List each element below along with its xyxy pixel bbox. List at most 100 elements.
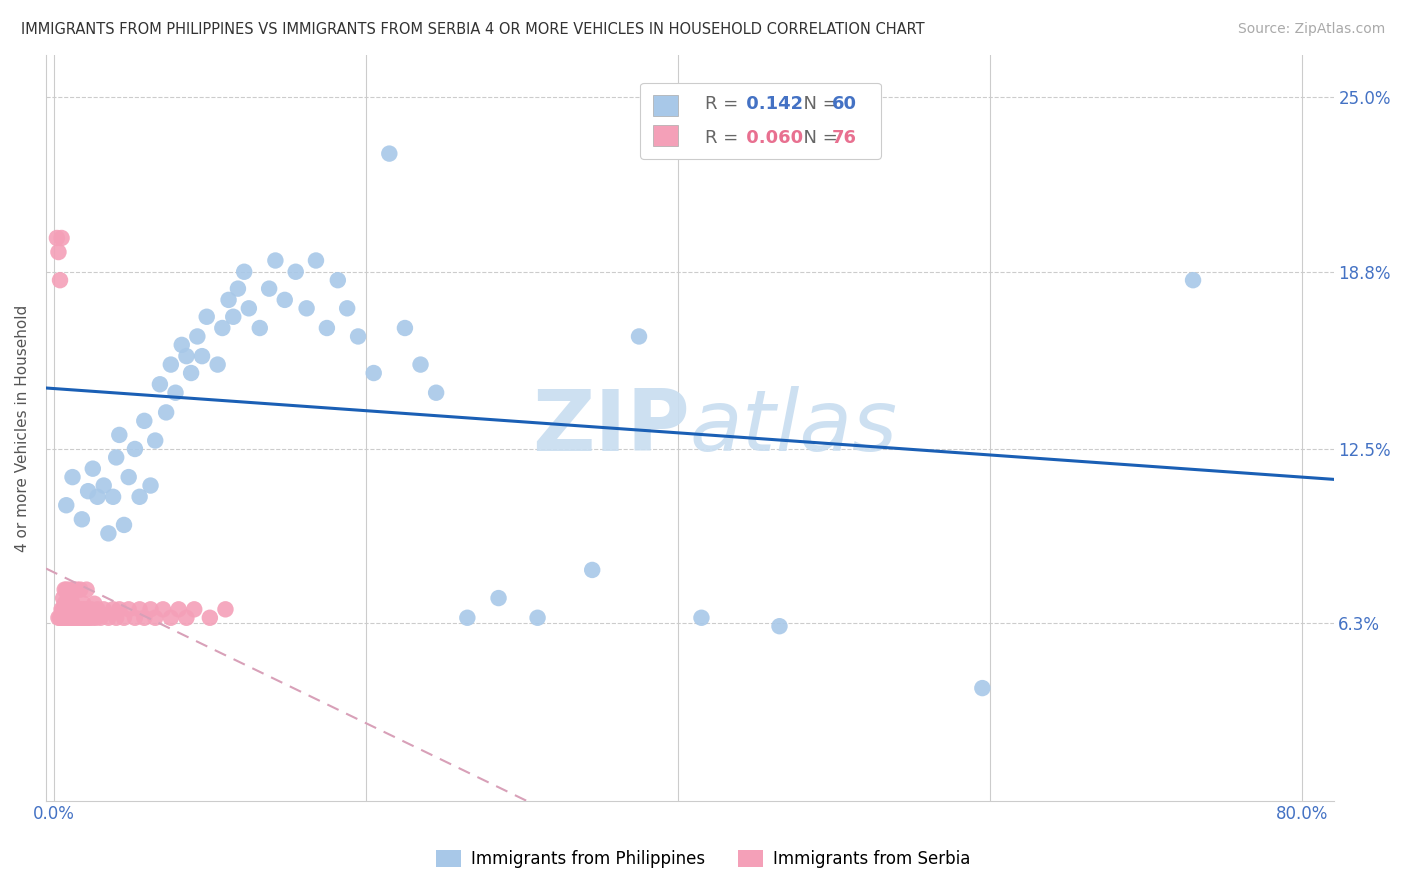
Point	[176, 611, 198, 625]
Point	[108, 428, 131, 442]
Point	[58, 602, 80, 616]
Point	[72, 611, 94, 625]
Point	[77, 611, 100, 625]
Point	[347, 329, 370, 343]
Point	[233, 265, 256, 279]
Point	[79, 611, 101, 625]
Point	[326, 273, 349, 287]
Point	[526, 611, 548, 625]
Point	[152, 602, 174, 616]
Point	[73, 611, 96, 625]
Point	[56, 611, 79, 625]
Text: N =: N =	[793, 95, 844, 113]
Text: 76: 76	[832, 128, 856, 146]
Point	[167, 602, 190, 616]
Point	[70, 512, 93, 526]
Point	[238, 301, 260, 316]
Point	[768, 619, 790, 633]
Point	[112, 517, 135, 532]
Point	[295, 301, 318, 316]
Point	[690, 611, 713, 625]
Point	[170, 338, 193, 352]
Point	[70, 602, 93, 616]
Point	[274, 293, 297, 307]
Point	[55, 498, 77, 512]
Point	[63, 602, 86, 616]
Point	[59, 591, 82, 605]
Point	[363, 366, 385, 380]
Point	[128, 490, 150, 504]
Point	[49, 611, 72, 625]
Point	[155, 405, 177, 419]
Point	[264, 253, 287, 268]
Legend: R =  0.142   N = 60, R =  0.060   N = 76: R = 0.142 N = 60, R = 0.060 N = 76	[640, 83, 882, 159]
Point	[488, 591, 510, 605]
Point	[82, 611, 104, 625]
Point	[86, 602, 108, 616]
Point	[55, 602, 77, 616]
Point	[53, 597, 76, 611]
Point	[394, 321, 416, 335]
Point	[93, 478, 115, 492]
Point	[67, 611, 90, 625]
Point	[128, 602, 150, 616]
Point	[226, 282, 249, 296]
Point	[48, 611, 70, 625]
Point	[52, 611, 75, 625]
Point	[69, 611, 91, 625]
Point	[134, 611, 156, 625]
Text: Source: ZipAtlas.com: Source: ZipAtlas.com	[1237, 22, 1385, 37]
Point	[67, 602, 90, 616]
Text: R =: R =	[706, 95, 744, 113]
Point	[124, 611, 146, 625]
Text: 60: 60	[832, 95, 856, 113]
Point	[59, 602, 82, 616]
Point	[143, 611, 166, 625]
Text: ZIP: ZIP	[531, 386, 690, 469]
Point	[59, 611, 82, 625]
Point	[378, 146, 401, 161]
Point	[139, 478, 162, 492]
Point	[186, 329, 208, 343]
Point	[66, 602, 89, 616]
Text: 0.060: 0.060	[741, 128, 803, 146]
Point	[56, 591, 79, 605]
Point	[97, 526, 120, 541]
Point	[62, 470, 84, 484]
Point	[48, 245, 70, 260]
Y-axis label: 4 or more Vehicles in Household: 4 or more Vehicles in Household	[15, 304, 30, 551]
Point	[101, 602, 124, 616]
Point	[972, 681, 994, 695]
Point	[183, 602, 205, 616]
Point	[55, 582, 77, 597]
Point	[159, 358, 181, 372]
Point	[62, 597, 84, 611]
Point	[66, 611, 89, 625]
Text: N =: N =	[793, 128, 844, 146]
Point	[336, 301, 359, 316]
Point	[176, 349, 198, 363]
Point	[56, 602, 79, 616]
Point	[63, 611, 86, 625]
Point	[53, 611, 76, 625]
Point	[82, 461, 104, 475]
Point	[52, 591, 75, 605]
Point	[198, 611, 221, 625]
Point	[180, 366, 202, 380]
Point	[249, 321, 271, 335]
Point	[69, 582, 91, 597]
Point	[1182, 273, 1205, 287]
Point	[143, 434, 166, 448]
Point	[191, 349, 214, 363]
Point	[456, 611, 478, 625]
Point	[65, 611, 87, 625]
Point	[76, 582, 98, 597]
Point	[97, 611, 120, 625]
Point	[139, 602, 162, 616]
Point	[58, 611, 80, 625]
Point	[124, 442, 146, 456]
Point	[52, 602, 75, 616]
Point	[305, 253, 328, 268]
Point	[80, 602, 103, 616]
Point	[77, 602, 100, 616]
